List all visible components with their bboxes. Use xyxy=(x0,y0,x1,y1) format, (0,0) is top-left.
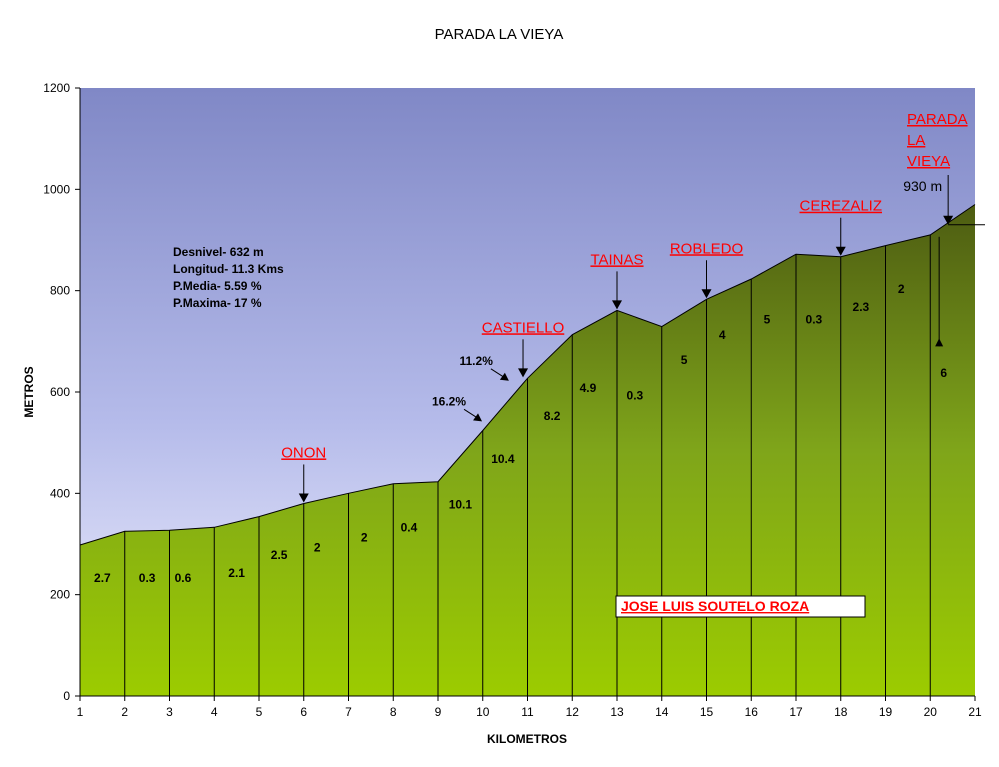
stats-line: P.Media- 5.59 % xyxy=(173,279,262,293)
x-tick-label: 2 xyxy=(121,705,128,719)
arrow-head xyxy=(612,300,622,310)
x-tick-label: 21 xyxy=(968,705,982,719)
x-tick-label: 16 xyxy=(745,705,759,719)
segment-label: 0.3 xyxy=(627,389,644,403)
place-markers: ONON CASTIELLO TAINAS ROBLEDO CEREZALIZ xyxy=(281,198,882,503)
x-tick-label: 19 xyxy=(879,705,893,719)
y-ticks: 0 200 400 600 800 1000 1200 xyxy=(43,81,80,703)
segment-label: 0.4 xyxy=(401,520,418,534)
stats-line: P.Maxima- 17 % xyxy=(173,296,262,310)
place-marker: CASTIELLO xyxy=(482,319,565,378)
segment-label: 4.9 xyxy=(580,381,597,395)
arrow-head xyxy=(701,289,712,299)
y-tick-label: 600 xyxy=(50,385,70,399)
segment-label: 5 xyxy=(681,353,688,367)
x-ticks: 1 2 3 4 5 6 7 8 9 10 11 12 13 14 15 16 17 18 19 20 21 xyxy=(77,696,982,719)
slope-label: 11.2% xyxy=(460,354,494,368)
segment-label: 0.3 xyxy=(139,571,156,585)
x-tick-label: 1 xyxy=(77,705,84,719)
segment-label: 2.5 xyxy=(271,548,288,562)
arrow-head xyxy=(943,215,954,225)
author-label: JOSE LUIS SOUTELO ROZA xyxy=(621,598,809,614)
segment-label: 10.4 xyxy=(491,452,515,466)
place-label: ROBLEDO xyxy=(670,240,743,257)
x-tick-label: 11 xyxy=(521,705,534,719)
x-tick-label: 10 xyxy=(476,705,490,719)
x-tick-label: 17 xyxy=(789,705,803,719)
place-label: ONON xyxy=(281,444,326,461)
destination-marker: PARADA LA VIEYA 930 m xyxy=(903,111,985,347)
slope-annotation: 11.2% xyxy=(460,354,509,381)
segment-label: 2.3 xyxy=(853,300,870,314)
x-tick-label: 14 xyxy=(655,705,669,719)
segment-label: 2 xyxy=(314,541,321,555)
y-tick-label: 0 xyxy=(63,689,70,703)
arrow-head xyxy=(935,338,944,347)
y-tick-label: 800 xyxy=(50,284,70,298)
segment-label: 2 xyxy=(898,282,905,296)
elevation-outline xyxy=(79,204,976,546)
kilometer-lines xyxy=(124,234,931,696)
stats-block: Desnivel- 632 m Longitud- 11.3 Kms P.Med… xyxy=(173,245,284,310)
slope-annotation: 16.2% xyxy=(432,394,483,422)
y-tick-label: 400 xyxy=(50,486,70,500)
y-axis-title: METROS xyxy=(22,366,36,417)
segment-label: 2 xyxy=(361,530,368,544)
x-axis-title: KILOMETROS xyxy=(487,732,567,746)
place-label: CASTIELLO xyxy=(482,319,565,336)
x-tick-label: 13 xyxy=(610,705,624,719)
segment-label: 6 xyxy=(940,366,947,380)
segment-label: 0.6 xyxy=(175,571,192,585)
arrow-head xyxy=(298,493,309,503)
segment-label: 5 xyxy=(764,313,771,327)
segment-label: 4 xyxy=(719,328,726,342)
x-tick-label: 20 xyxy=(924,705,938,719)
arrow-head xyxy=(473,413,483,422)
y-tick-label: 1000 xyxy=(43,182,70,196)
place-marker: ONON xyxy=(281,444,326,503)
place-label: CEREZALIZ xyxy=(799,198,882,215)
x-tick-label: 18 xyxy=(834,705,848,719)
x-tick-label: 5 xyxy=(256,705,263,719)
place-label: TAINAS xyxy=(590,251,643,268)
arrow-head xyxy=(518,368,529,378)
arrow-head xyxy=(835,246,846,256)
author-box-frame xyxy=(615,595,866,618)
x-tick-label: 15 xyxy=(700,705,714,719)
stats-line: Desnivel- 632 m xyxy=(173,245,264,259)
destination-label: PARADA xyxy=(907,111,968,128)
segment-label: 0.3 xyxy=(806,313,823,327)
x-tick-label: 12 xyxy=(566,705,580,719)
chart-title: PARADA LA VIEYA xyxy=(435,26,564,43)
x-tick-label: 7 xyxy=(345,705,352,719)
slope-label: 16.2% xyxy=(432,394,466,408)
slope-annotations: 11.2% 16.2% xyxy=(432,354,509,422)
segment-label: 8.2 xyxy=(544,409,561,423)
destination-label: LA xyxy=(907,132,925,149)
author-box: JOSE LUIS SOUTELO ROZA xyxy=(615,595,866,618)
segment-label: 2.1 xyxy=(228,566,245,580)
x-tick-label: 8 xyxy=(390,705,397,719)
arrow-head xyxy=(499,372,509,381)
x-tick-label: 9 xyxy=(435,705,442,719)
destination-altitude: 930 m xyxy=(903,178,942,194)
place-marker: TAINAS xyxy=(590,251,644,310)
x-tick-label: 6 xyxy=(300,705,307,719)
y-tick-label: 1200 xyxy=(43,81,70,95)
place-marker: ROBLEDO xyxy=(670,240,743,299)
segment-label: 2.7 xyxy=(94,571,111,585)
y-tick-label: 200 xyxy=(50,588,70,602)
place-marker: CEREZALIZ xyxy=(799,198,882,256)
destination-label: VIEYA xyxy=(907,153,950,170)
segment-slope-labels: 2.7 0.3 0.6 2.1 2.5 2 2 0.4 10.1 10.4 8.2 4.9 0.3 5 4 5… xyxy=(94,282,947,585)
x-tick-label: 3 xyxy=(166,705,173,719)
x-tick-label: 4 xyxy=(211,705,218,719)
stats-line: Longitud- 11.3 Kms xyxy=(173,262,284,276)
segment-label: 10.1 xyxy=(449,498,473,512)
